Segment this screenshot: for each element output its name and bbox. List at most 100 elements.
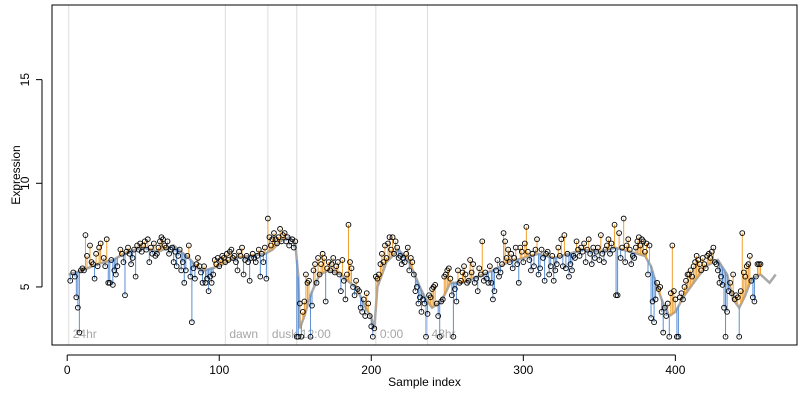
data-point xyxy=(275,234,282,241)
data-point xyxy=(699,255,706,261)
data-point xyxy=(607,250,613,257)
data-point xyxy=(284,234,291,241)
data-point xyxy=(306,277,312,284)
data-point xyxy=(91,275,98,282)
data-point xyxy=(485,279,492,286)
x-tick-label: 300 xyxy=(513,363,533,377)
data-point xyxy=(240,271,247,278)
data-point xyxy=(231,253,238,259)
data-point xyxy=(154,250,160,257)
data-point xyxy=(728,290,735,297)
data-point xyxy=(175,253,182,259)
data-point xyxy=(67,277,74,284)
data-point xyxy=(683,277,689,284)
data-point xyxy=(620,215,627,222)
data-point xyxy=(534,236,540,243)
data-point xyxy=(537,265,543,272)
data-point xyxy=(351,292,358,299)
data-point xyxy=(176,246,183,253)
y-tick-label: 15 xyxy=(18,73,32,87)
data-point xyxy=(366,313,373,319)
segments-layer xyxy=(69,218,762,337)
data-point xyxy=(290,244,297,251)
plot-frame xyxy=(51,4,798,346)
data-point xyxy=(458,277,464,284)
data-point xyxy=(702,265,709,272)
data-point xyxy=(661,304,668,311)
data-point xyxy=(181,279,188,286)
data-point xyxy=(296,300,303,307)
data-point xyxy=(274,240,280,247)
data-point xyxy=(93,250,99,257)
data-point xyxy=(414,284,420,290)
data-point xyxy=(747,253,753,259)
data-point xyxy=(730,271,736,278)
data-point xyxy=(125,244,131,251)
data-point xyxy=(388,246,394,253)
data-point xyxy=(262,244,268,251)
data-point xyxy=(356,288,362,294)
data-point xyxy=(309,302,315,309)
data-point xyxy=(450,333,457,340)
y-axis: 5 10 15 xyxy=(18,73,43,290)
data-point xyxy=(391,250,397,257)
data-point xyxy=(628,261,635,267)
data-point xyxy=(155,244,162,251)
data-point xyxy=(113,271,119,278)
data-point xyxy=(715,267,721,274)
data-point xyxy=(526,257,533,263)
data-point xyxy=(313,279,320,286)
data-point xyxy=(199,279,206,286)
data-point xyxy=(553,261,560,267)
data-point xyxy=(632,244,639,251)
data-point xyxy=(234,267,241,274)
data-point xyxy=(678,290,685,297)
data-point xyxy=(132,273,139,280)
data-point xyxy=(605,236,612,243)
data-point xyxy=(345,221,352,228)
data-point xyxy=(482,269,489,276)
data-point xyxy=(477,271,484,278)
data-point xyxy=(601,259,607,265)
data-point xyxy=(411,271,417,278)
data-point xyxy=(144,236,151,243)
data-point xyxy=(499,261,505,267)
data-point xyxy=(316,271,323,278)
y-axis-title: Expression xyxy=(9,145,23,204)
data-point xyxy=(327,267,334,274)
data-point xyxy=(552,267,559,274)
data-point xyxy=(84,253,90,259)
data-point xyxy=(497,269,504,276)
data-point xyxy=(300,308,306,315)
data-point xyxy=(664,300,671,307)
data-point xyxy=(468,269,475,276)
data-point xyxy=(528,267,534,274)
data-point xyxy=(490,296,496,303)
data-point xyxy=(192,275,198,282)
data-point xyxy=(631,255,638,261)
data-point xyxy=(386,234,393,241)
data-point xyxy=(487,263,493,270)
data-point xyxy=(737,288,744,294)
data-point xyxy=(173,263,180,270)
data-point xyxy=(418,308,425,315)
data-point xyxy=(334,259,341,265)
data-point xyxy=(654,279,660,286)
data-point xyxy=(147,244,154,251)
data-point xyxy=(491,288,498,294)
data-point xyxy=(573,238,580,245)
marker-label: 0:00 xyxy=(380,327,404,341)
data-point xyxy=(515,279,522,286)
data-point xyxy=(318,261,324,267)
data-point xyxy=(503,255,510,261)
data-point xyxy=(467,257,473,263)
data-point xyxy=(461,263,467,270)
data-point xyxy=(604,242,610,249)
data-point xyxy=(435,313,442,319)
data-point xyxy=(277,226,283,232)
data-point xyxy=(190,265,197,272)
data-point xyxy=(623,242,630,249)
data-point xyxy=(625,236,632,243)
data-point xyxy=(506,259,513,265)
data-point xyxy=(488,279,495,286)
